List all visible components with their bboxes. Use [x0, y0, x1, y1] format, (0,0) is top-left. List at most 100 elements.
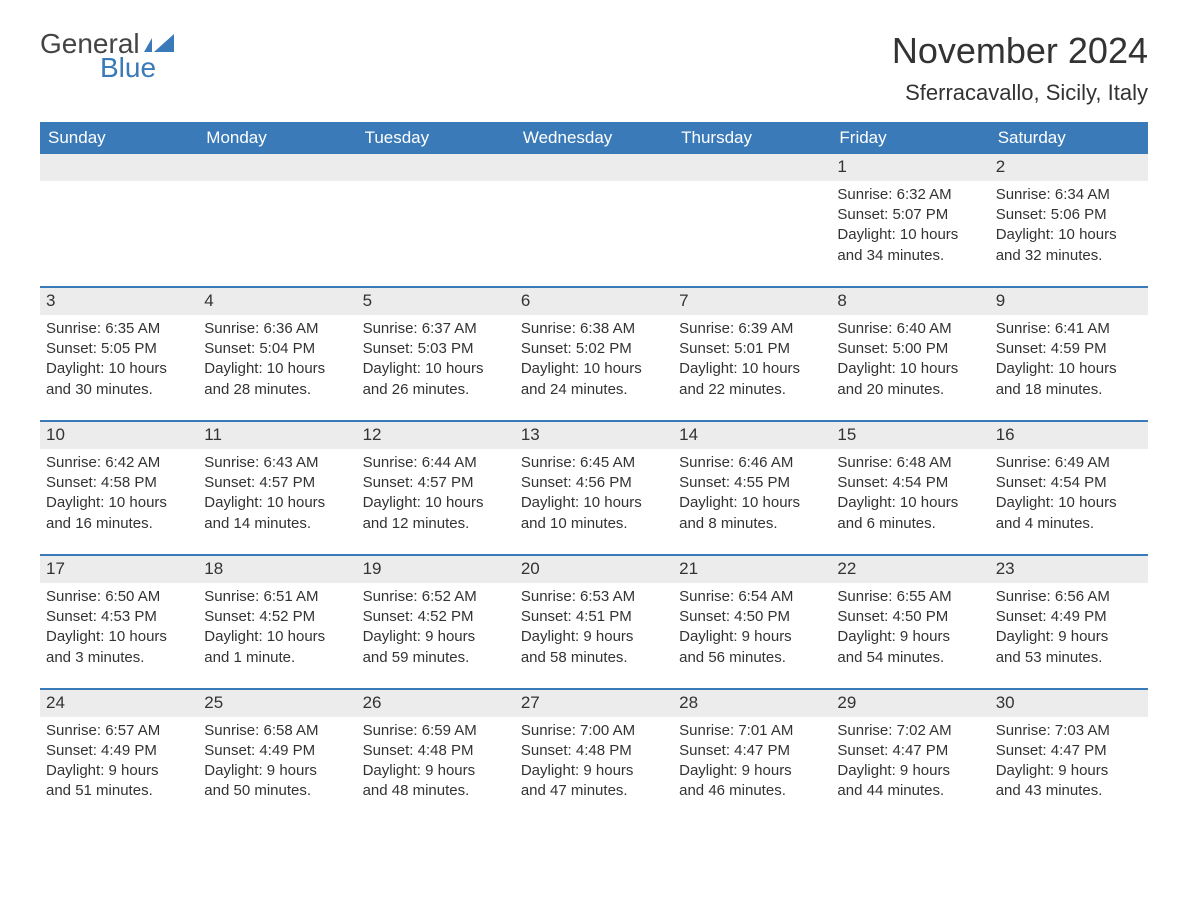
- day-number: 11: [198, 422, 356, 449]
- calendar-day: 23Sunrise: 6:56 AMSunset: 4:49 PMDayligh…: [990, 555, 1148, 689]
- sunset-text: Sunset: 4:48 PM: [521, 741, 667, 761]
- sunrise-text: Sunrise: 6:49 AM: [996, 453, 1142, 473]
- day-number: 10: [40, 422, 198, 449]
- day-number: 28: [673, 690, 831, 717]
- day-header: Sunday: [40, 122, 198, 154]
- sunset-text: Sunset: 4:51 PM: [521, 607, 667, 627]
- daylight-text: Daylight: 9 hours: [679, 627, 825, 647]
- sunrise-text: Sunrise: 6:37 AM: [363, 319, 509, 339]
- calendar-day: 9Sunrise: 6:41 AMSunset: 4:59 PMDaylight…: [990, 287, 1148, 421]
- sunset-text: Sunset: 4:52 PM: [204, 607, 350, 627]
- daylight-text: Daylight: 10 hours: [363, 359, 509, 379]
- sunset-text: Sunset: 4:49 PM: [996, 607, 1142, 627]
- daylight-text: and 6 minutes.: [837, 514, 983, 534]
- day-number: 21: [673, 556, 831, 583]
- calendar-day: 4Sunrise: 6:36 AMSunset: 5:04 PMDaylight…: [198, 287, 356, 421]
- sunrise-text: Sunrise: 6:54 AM: [679, 587, 825, 607]
- day-number: 1: [831, 154, 989, 181]
- daylight-text: Daylight: 9 hours: [837, 627, 983, 647]
- calendar-day: 15Sunrise: 6:48 AMSunset: 4:54 PMDayligh…: [831, 421, 989, 555]
- daylight-text: and 18 minutes.: [996, 380, 1142, 400]
- calendar-body: 1Sunrise: 6:32 AMSunset: 5:07 PMDaylight…: [40, 154, 1148, 822]
- calendar-day: 1Sunrise: 6:32 AMSunset: 5:07 PMDaylight…: [831, 154, 989, 287]
- daylight-text: and 14 minutes.: [204, 514, 350, 534]
- sunrise-text: Sunrise: 7:01 AM: [679, 721, 825, 741]
- daylight-text: Daylight: 9 hours: [521, 761, 667, 781]
- calendar-day: 7Sunrise: 6:39 AMSunset: 5:01 PMDaylight…: [673, 287, 831, 421]
- daylight-text: and 8 minutes.: [679, 514, 825, 534]
- daylight-text: Daylight: 10 hours: [363, 493, 509, 513]
- sunrise-text: Sunrise: 6:38 AM: [521, 319, 667, 339]
- sunset-text: Sunset: 5:07 PM: [837, 205, 983, 225]
- daylight-text: Daylight: 10 hours: [46, 493, 192, 513]
- sunset-text: Sunset: 4:48 PM: [363, 741, 509, 761]
- sunset-text: Sunset: 4:57 PM: [204, 473, 350, 493]
- daylight-text: Daylight: 9 hours: [996, 761, 1142, 781]
- day-header: Monday: [198, 122, 356, 154]
- sunset-text: Sunset: 5:00 PM: [837, 339, 983, 359]
- daylight-text: Daylight: 9 hours: [46, 761, 192, 781]
- sunrise-text: Sunrise: 6:56 AM: [996, 587, 1142, 607]
- daylight-text: Daylight: 10 hours: [996, 493, 1142, 513]
- day-number: 8: [831, 288, 989, 315]
- sunset-text: Sunset: 4:52 PM: [363, 607, 509, 627]
- sunset-text: Sunset: 5:02 PM: [521, 339, 667, 359]
- sunrise-text: Sunrise: 6:53 AM: [521, 587, 667, 607]
- calendar-day: 22Sunrise: 6:55 AMSunset: 4:50 PMDayligh…: [831, 555, 989, 689]
- day-number: 12: [357, 422, 515, 449]
- daylight-text: Daylight: 9 hours: [363, 761, 509, 781]
- day-number: 13: [515, 422, 673, 449]
- month-title: November 2024: [892, 30, 1148, 72]
- sunrise-text: Sunrise: 7:03 AM: [996, 721, 1142, 741]
- sunrise-text: Sunrise: 6:42 AM: [46, 453, 192, 473]
- sunrise-text: Sunrise: 6:44 AM: [363, 453, 509, 473]
- daylight-text: and 10 minutes.: [521, 514, 667, 534]
- calendar-day: 11Sunrise: 6:43 AMSunset: 4:57 PMDayligh…: [198, 421, 356, 555]
- daylight-text: and 44 minutes.: [837, 781, 983, 801]
- calendar-week: 3Sunrise: 6:35 AMSunset: 5:05 PMDaylight…: [40, 287, 1148, 421]
- day-number: 30: [990, 690, 1148, 717]
- calendar-day: 28 Sunrise: 7:01 AMSunset: 4:47 PMDayligh…: [673, 689, 831, 822]
- sunset-text: Sunset: 4:47 PM: [679, 741, 825, 761]
- sunrise-text: Sunrise: 6:35 AM: [46, 319, 192, 339]
- sunrise-text: Sunrise: 6:45 AM: [521, 453, 667, 473]
- day-number: 3: [40, 288, 198, 315]
- day-header: Tuesday: [357, 122, 515, 154]
- day-number: 23: [990, 556, 1148, 583]
- logo: General Blue: [40, 30, 174, 82]
- sunrise-text: Sunrise: 6:50 AM: [46, 587, 192, 607]
- sunset-text: Sunset: 4:54 PM: [996, 473, 1142, 493]
- logo-line2: Blue: [100, 54, 174, 82]
- sunrise-text: Sunrise: 6:57 AM: [46, 721, 192, 741]
- day-number: 9: [990, 288, 1148, 315]
- title-block: November 2024 Sferracavallo, Sicily, Ita…: [892, 30, 1148, 112]
- daylight-text: Daylight: 10 hours: [679, 359, 825, 379]
- daylight-text: and 12 minutes.: [363, 514, 509, 534]
- daylight-text: Daylight: 9 hours: [363, 627, 509, 647]
- day-header: Wednesday: [515, 122, 673, 154]
- day-number: 24: [40, 690, 198, 717]
- calendar-day: 24Sunrise: 6:57 AMSunset: 4:49 PMDayligh…: [40, 689, 198, 822]
- day-number: 29: [831, 690, 989, 717]
- day-number: 6: [515, 288, 673, 315]
- day-number: 14: [673, 422, 831, 449]
- daylight-text: and 20 minutes.: [837, 380, 983, 400]
- daylight-text: Daylight: 10 hours: [996, 359, 1142, 379]
- calendar-day: [357, 154, 515, 287]
- calendar-day: [198, 154, 356, 287]
- daylight-text: and 24 minutes.: [521, 380, 667, 400]
- sunrise-text: Sunrise: 6:46 AM: [679, 453, 825, 473]
- calendar-day: 2Sunrise: 6:34 AMSunset: 5:06 PMDaylight…: [990, 154, 1148, 287]
- daylight-text: Daylight: 9 hours: [679, 761, 825, 781]
- calendar-day: 20Sunrise: 6:53 AMSunset: 4:51 PMDayligh…: [515, 555, 673, 689]
- day-number: 19: [357, 556, 515, 583]
- logo-flag-icon: [144, 34, 174, 54]
- calendar-day: [673, 154, 831, 287]
- calendar-day: 16Sunrise: 6:49 AMSunset: 4:54 PMDayligh…: [990, 421, 1148, 555]
- day-header: Thursday: [673, 122, 831, 154]
- calendar-day: 25Sunrise: 6:58 AMSunset: 4:49 PMDayligh…: [198, 689, 356, 822]
- daylight-text: and 58 minutes.: [521, 648, 667, 668]
- day-number: 2: [990, 154, 1148, 181]
- location: Sferracavallo, Sicily, Italy: [892, 80, 1148, 106]
- sunset-text: Sunset: 4:59 PM: [996, 339, 1142, 359]
